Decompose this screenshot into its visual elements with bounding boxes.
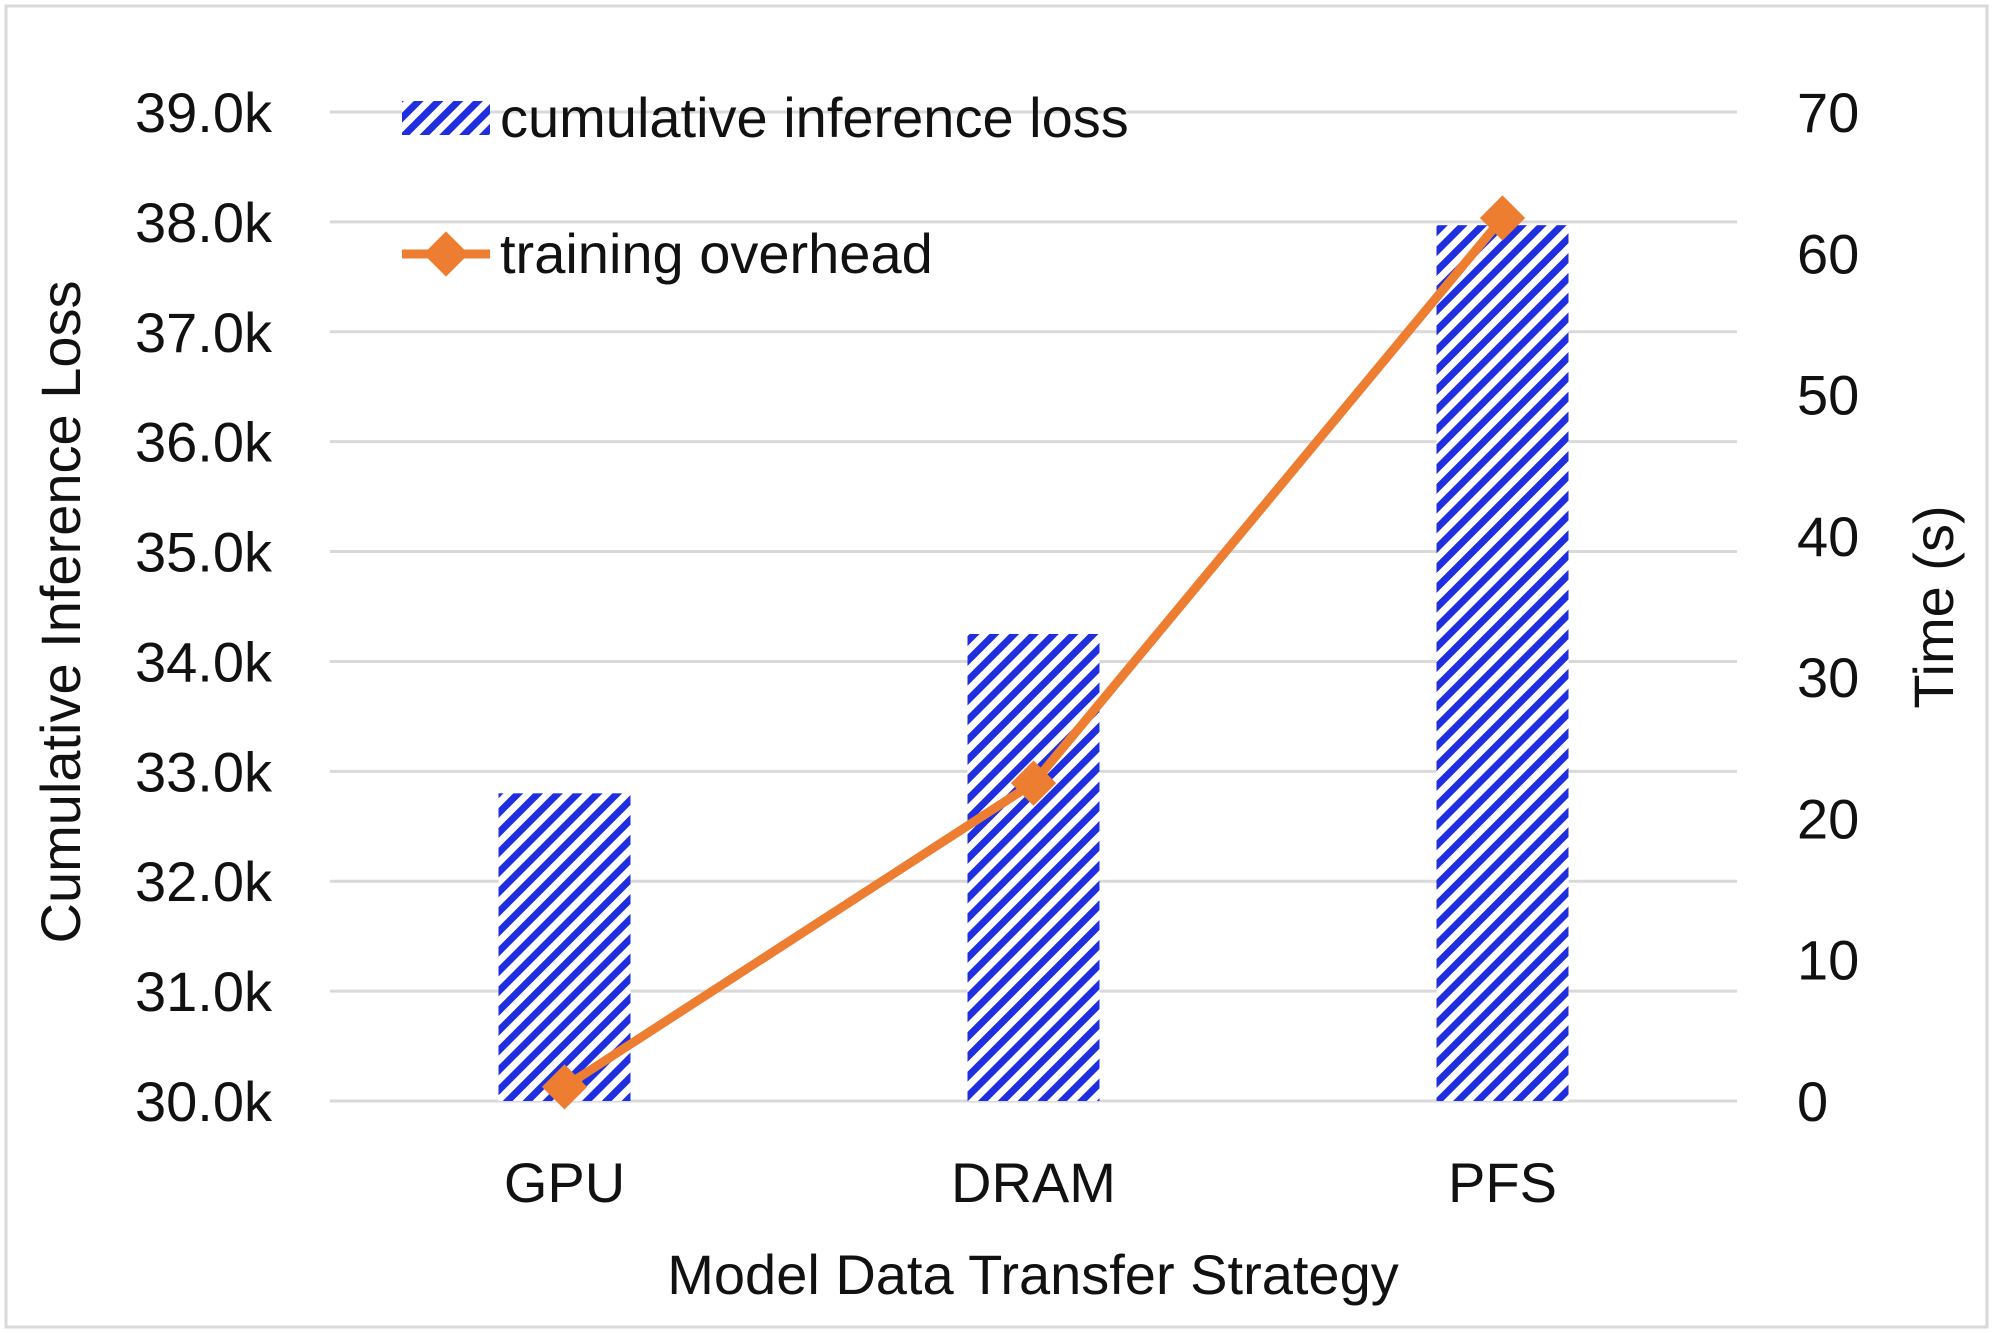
legend-label-bar: cumulative inference loss xyxy=(500,86,1129,149)
left-tick-label: 33.0k xyxy=(135,740,273,803)
legend-label-line: training overhead xyxy=(500,222,933,285)
left-tick-label: 34.0k xyxy=(135,630,273,693)
right-tick-label: 30 xyxy=(1797,646,1859,709)
bar xyxy=(967,633,1100,1101)
right-axis-title: Time (s) xyxy=(1902,505,1965,708)
left-axis-ticks: 30.0k 31.0k 32.0k 33.0k 34.0k 35.0k 36.0k 37.0k… xyxy=(135,81,273,1133)
left-tick-label: 38.0k xyxy=(135,191,273,254)
category-label: DRAM xyxy=(951,1151,1116,1214)
right-tick-label: 20 xyxy=(1797,787,1859,850)
left-tick-label: 37.0k xyxy=(135,301,273,364)
left-tick-label: 31.0k xyxy=(135,960,273,1023)
right-tick-label: 10 xyxy=(1797,929,1859,992)
category-label: GPU xyxy=(504,1151,625,1214)
right-tick-label: 0 xyxy=(1797,1070,1828,1133)
line-series xyxy=(541,195,1526,1110)
right-tick-label: 60 xyxy=(1797,222,1859,285)
legend: cumulative inference loss training overh… xyxy=(402,86,1129,285)
category-label: PFS xyxy=(1448,1151,1557,1214)
left-axis-title: Cumulative Inference Loss xyxy=(29,280,92,943)
right-axis-ticks: 0 10 20 30 40 50 60 70 xyxy=(1797,81,1859,1133)
left-tick-label: 30.0k xyxy=(135,1070,273,1133)
bar-series xyxy=(498,225,1569,1102)
left-tick-label: 35.0k xyxy=(135,521,273,584)
right-tick-label: 50 xyxy=(1797,364,1859,427)
right-tick-label: 70 xyxy=(1797,81,1859,144)
line-marker xyxy=(1010,760,1057,806)
category-labels: GPU DRAM PFS xyxy=(504,1151,1557,1214)
bar xyxy=(498,793,631,1101)
line-marker xyxy=(541,1064,588,1110)
left-tick-label: 39.0k xyxy=(135,81,273,144)
left-tick-label: 36.0k xyxy=(135,411,273,474)
right-tick-label: 40 xyxy=(1797,505,1859,568)
left-tick-label: 32.0k xyxy=(135,850,273,913)
legend-swatch-bar xyxy=(402,101,490,135)
line-marker xyxy=(1479,195,1526,241)
bar xyxy=(1436,225,1569,1102)
x-axis-title: Model Data Transfer Strategy xyxy=(667,1243,1398,1306)
